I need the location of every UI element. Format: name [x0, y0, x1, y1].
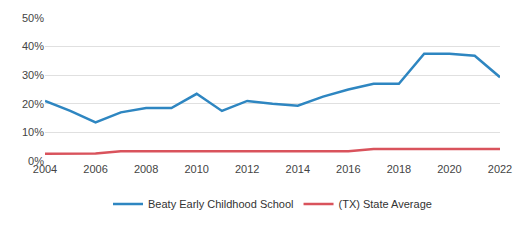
svg-text:2020: 2020	[437, 163, 461, 175]
svg-text:2006: 2006	[83, 163, 107, 175]
svg-text:0%: 0%	[28, 155, 44, 167]
svg-text:30%: 30%	[22, 69, 44, 81]
svg-text:2014: 2014	[286, 163, 310, 175]
svg-text:2012: 2012	[235, 163, 259, 175]
svg-text:2004: 2004	[33, 163, 57, 175]
svg-text:40%: 40%	[22, 40, 44, 52]
svg-text:2016: 2016	[336, 163, 360, 175]
svg-text:2010: 2010	[184, 163, 208, 175]
svg-text:2022: 2022	[488, 163, 512, 175]
svg-text:2018: 2018	[387, 163, 411, 175]
svg-text:(TX) State Average: (TX) State Average	[339, 198, 432, 210]
svg-text:50%: 50%	[22, 12, 44, 24]
svg-text:2008: 2008	[134, 163, 158, 175]
svg-text:Beaty Early Childhood School: Beaty Early Childhood School	[148, 198, 294, 210]
svg-text:10%: 10%	[22, 126, 44, 138]
svg-text:20%: 20%	[22, 98, 44, 110]
